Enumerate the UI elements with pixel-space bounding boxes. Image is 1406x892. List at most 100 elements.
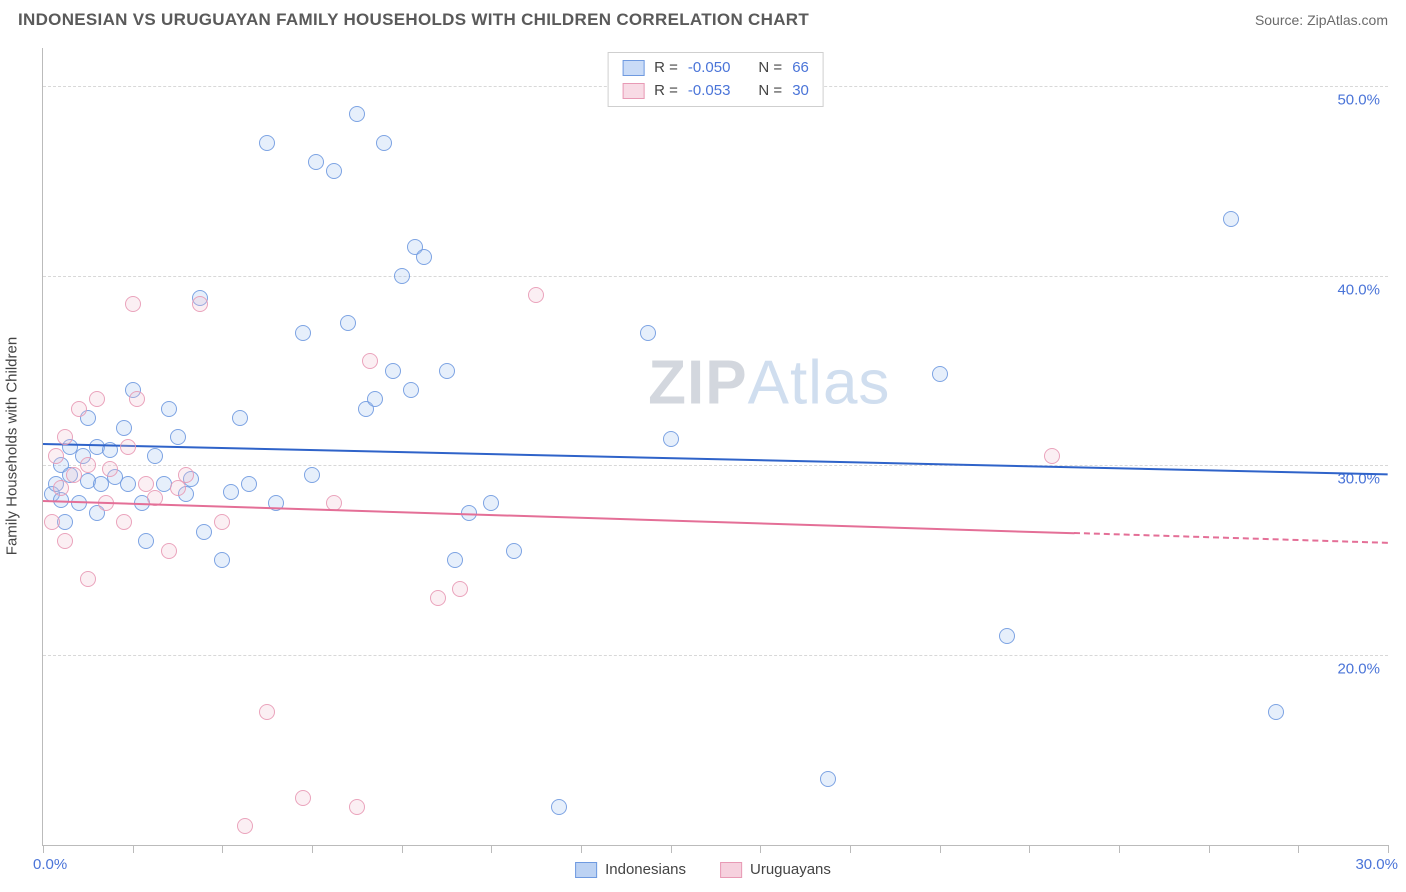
x-axis-min-label: 0.0% bbox=[33, 856, 67, 873]
data-point bbox=[932, 366, 948, 382]
data-point bbox=[102, 461, 118, 477]
data-point bbox=[138, 533, 154, 549]
gridline bbox=[43, 276, 1388, 277]
data-point bbox=[349, 106, 365, 122]
data-point bbox=[57, 533, 73, 549]
legend-r-label: R = bbox=[654, 57, 678, 80]
data-point bbox=[259, 704, 275, 720]
data-point bbox=[223, 484, 239, 500]
legend-item-indonesians: Indonesians bbox=[575, 861, 686, 878]
source-prefix: Source: bbox=[1255, 12, 1307, 28]
data-point bbox=[161, 401, 177, 417]
trend-line bbox=[43, 443, 1388, 475]
data-point bbox=[663, 431, 679, 447]
data-point bbox=[116, 420, 132, 436]
x-tick bbox=[671, 845, 672, 853]
legend-n-value-indonesians: 66 bbox=[792, 57, 809, 80]
x-tick bbox=[1119, 845, 1120, 853]
x-axis-max-label: 30.0% bbox=[1355, 856, 1398, 873]
x-tick bbox=[222, 845, 223, 853]
x-tick bbox=[312, 845, 313, 853]
legend-swatch-indonesians-icon bbox=[575, 862, 597, 878]
legend-row-indonesians: R = -0.050 N = 66 bbox=[622, 57, 809, 80]
swatch-indonesians-icon bbox=[622, 60, 644, 76]
data-point bbox=[447, 552, 463, 568]
x-tick bbox=[43, 845, 44, 853]
swatch-uruguayans-icon bbox=[622, 83, 644, 99]
data-point bbox=[439, 363, 455, 379]
data-point bbox=[120, 476, 136, 492]
data-point bbox=[259, 135, 275, 151]
data-point bbox=[80, 457, 96, 473]
data-point bbox=[57, 429, 73, 445]
data-point bbox=[349, 799, 365, 815]
x-tick bbox=[581, 845, 582, 853]
data-point bbox=[71, 401, 87, 417]
data-point bbox=[48, 448, 64, 464]
legend-r-value-indonesians: -0.050 bbox=[688, 57, 731, 80]
x-tick bbox=[1209, 845, 1210, 853]
data-point bbox=[308, 154, 324, 170]
data-point bbox=[394, 268, 410, 284]
data-point bbox=[170, 480, 186, 496]
data-point bbox=[161, 543, 177, 559]
legend-label-uruguayans: Uruguayans bbox=[750, 861, 831, 878]
legend-r-label: R = bbox=[654, 80, 678, 103]
data-point bbox=[80, 571, 96, 587]
x-tick bbox=[491, 845, 492, 853]
y-tick-label: 20.0% bbox=[1337, 661, 1380, 678]
plot-area: 20.0%30.0%40.0%50.0% bbox=[43, 48, 1388, 845]
data-point bbox=[1044, 448, 1060, 464]
data-point bbox=[376, 135, 392, 151]
x-tick bbox=[1298, 845, 1299, 853]
legend-swatch-uruguayans-icon bbox=[720, 862, 742, 878]
legend-n-value-uruguayans: 30 bbox=[792, 80, 809, 103]
data-point bbox=[295, 790, 311, 806]
data-point bbox=[214, 514, 230, 530]
data-point bbox=[551, 799, 567, 815]
correlation-legend: R = -0.050 N = 66 R = -0.053 N = 30 bbox=[607, 52, 824, 107]
x-tick bbox=[402, 845, 403, 853]
legend-n-label: N = bbox=[758, 80, 782, 103]
legend-n-label: N = bbox=[758, 57, 782, 80]
data-point bbox=[241, 476, 257, 492]
data-point bbox=[53, 480, 69, 496]
scatter-chart: ZIPAtlas 20.0%30.0%40.0%50.0% R = -0.050… bbox=[42, 48, 1388, 846]
x-tick bbox=[760, 845, 761, 853]
data-point bbox=[147, 448, 163, 464]
x-tick bbox=[133, 845, 134, 853]
series-legend: Indonesians Uruguayans bbox=[575, 861, 831, 878]
y-tick-label: 40.0% bbox=[1337, 281, 1380, 298]
data-point bbox=[483, 495, 499, 511]
source-attribution: Source: ZipAtlas.com bbox=[1255, 12, 1388, 28]
x-tick bbox=[850, 845, 851, 853]
data-point bbox=[214, 552, 230, 568]
chart-title: INDONESIAN VS URUGUAYAN FAMILY HOUSEHOLD… bbox=[18, 10, 809, 30]
legend-r-value-uruguayans: -0.053 bbox=[688, 80, 731, 103]
data-point bbox=[116, 514, 132, 530]
data-point bbox=[367, 391, 383, 407]
data-point bbox=[295, 325, 311, 341]
data-point bbox=[44, 514, 60, 530]
data-point bbox=[385, 363, 401, 379]
x-tick bbox=[1029, 845, 1030, 853]
data-point bbox=[362, 353, 378, 369]
x-tick bbox=[940, 845, 941, 853]
data-point bbox=[120, 439, 136, 455]
source-link[interactable]: ZipAtlas.com bbox=[1307, 12, 1388, 28]
data-point bbox=[71, 495, 87, 511]
data-point bbox=[170, 429, 186, 445]
x-tick bbox=[1388, 845, 1389, 853]
data-point bbox=[1223, 211, 1239, 227]
data-point bbox=[125, 296, 141, 312]
data-point bbox=[340, 315, 356, 331]
data-point bbox=[89, 391, 105, 407]
data-point bbox=[640, 325, 656, 341]
gridline bbox=[43, 465, 1388, 466]
data-point bbox=[232, 410, 248, 426]
legend-label-indonesians: Indonesians bbox=[605, 861, 686, 878]
data-point bbox=[178, 467, 194, 483]
data-point bbox=[820, 771, 836, 787]
gridline bbox=[43, 655, 1388, 656]
data-point bbox=[237, 818, 253, 834]
